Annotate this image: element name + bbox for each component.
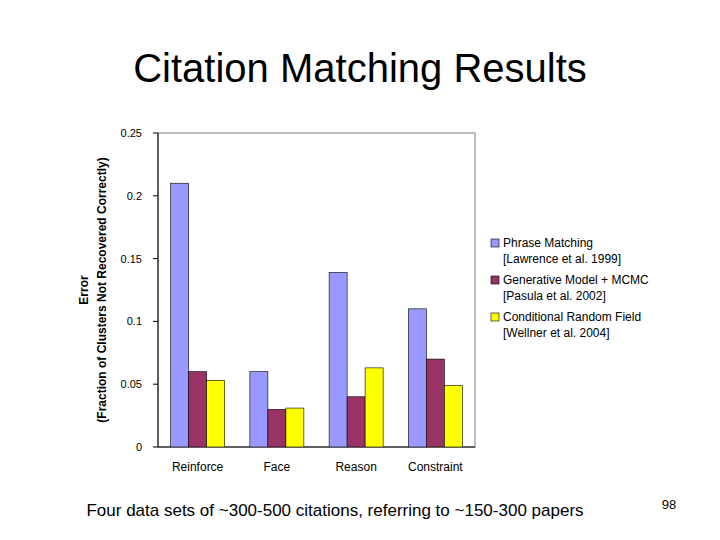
bar (408, 309, 426, 447)
y-tick-label: 0 (136, 441, 142, 453)
legend-swatch (491, 276, 499, 284)
x-tick-label: Reason (335, 460, 376, 474)
bar (365, 368, 383, 447)
legend-label: Conditional Random Field [Wellner et al. … (503, 310, 641, 340)
bars (171, 183, 463, 447)
y-axis-label: (Fraction of Clusters Not Recovered Corr… (95, 157, 109, 422)
y-tick (153, 447, 158, 448)
bar (207, 380, 225, 447)
title: Citation Matching Results (133, 46, 587, 90)
bar (171, 183, 189, 447)
bar (268, 409, 286, 447)
bar (426, 359, 444, 447)
legend-line: Generative Model + MCMC (503, 273, 649, 287)
bar (189, 372, 207, 447)
bar (329, 272, 347, 447)
y-axis (158, 133, 159, 447)
bar (347, 397, 365, 447)
y-tick (153, 195, 158, 196)
x-tick-label: Reinforce (172, 460, 224, 474)
y-tick (153, 321, 158, 322)
legend-line: [Pasula et al. 2002] (503, 289, 606, 303)
bar (444, 385, 462, 447)
x-tick-label: Face (264, 460, 291, 474)
legend-swatch (491, 239, 499, 247)
legend-line: [Lawrence et al. 1999] (503, 252, 621, 266)
y-axis-label: Error (77, 275, 91, 305)
legend-label: Generative Model + MCMC [Pasula et al. 20… (503, 273, 649, 303)
y-tick (153, 258, 158, 259)
legend-line: Phrase Matching (503, 236, 593, 250)
legend-label: Phrase Matching [Lawrence et al. 1999] (503, 236, 621, 266)
bar (286, 408, 304, 447)
legend-line: [Wellner et al. 2004] (503, 326, 610, 340)
y-tick-label: 0.25 (121, 127, 142, 139)
page-number: 98 (662, 497, 676, 512)
legend-swatch (491, 313, 499, 321)
y-tick-label: 0.15 (121, 253, 142, 265)
bar (250, 372, 268, 447)
x-tick-label: Constraint (408, 460, 463, 474)
y-tick-label: 0.05 (121, 378, 142, 390)
y-tick (153, 384, 158, 385)
y-tick (153, 133, 158, 134)
y-tick-label: 0.2 (127, 190, 142, 202)
legend-line: Conditional Random Field (503, 310, 641, 324)
footer: Four data sets of ~300-500 citations, re… (86, 501, 583, 520)
y-tick-label: 0.1 (127, 315, 142, 327)
slide: Citation Matching Results 0 0.05 0.1 0.15 0.2… (0, 0, 720, 540)
plot-frame (158, 133, 475, 447)
